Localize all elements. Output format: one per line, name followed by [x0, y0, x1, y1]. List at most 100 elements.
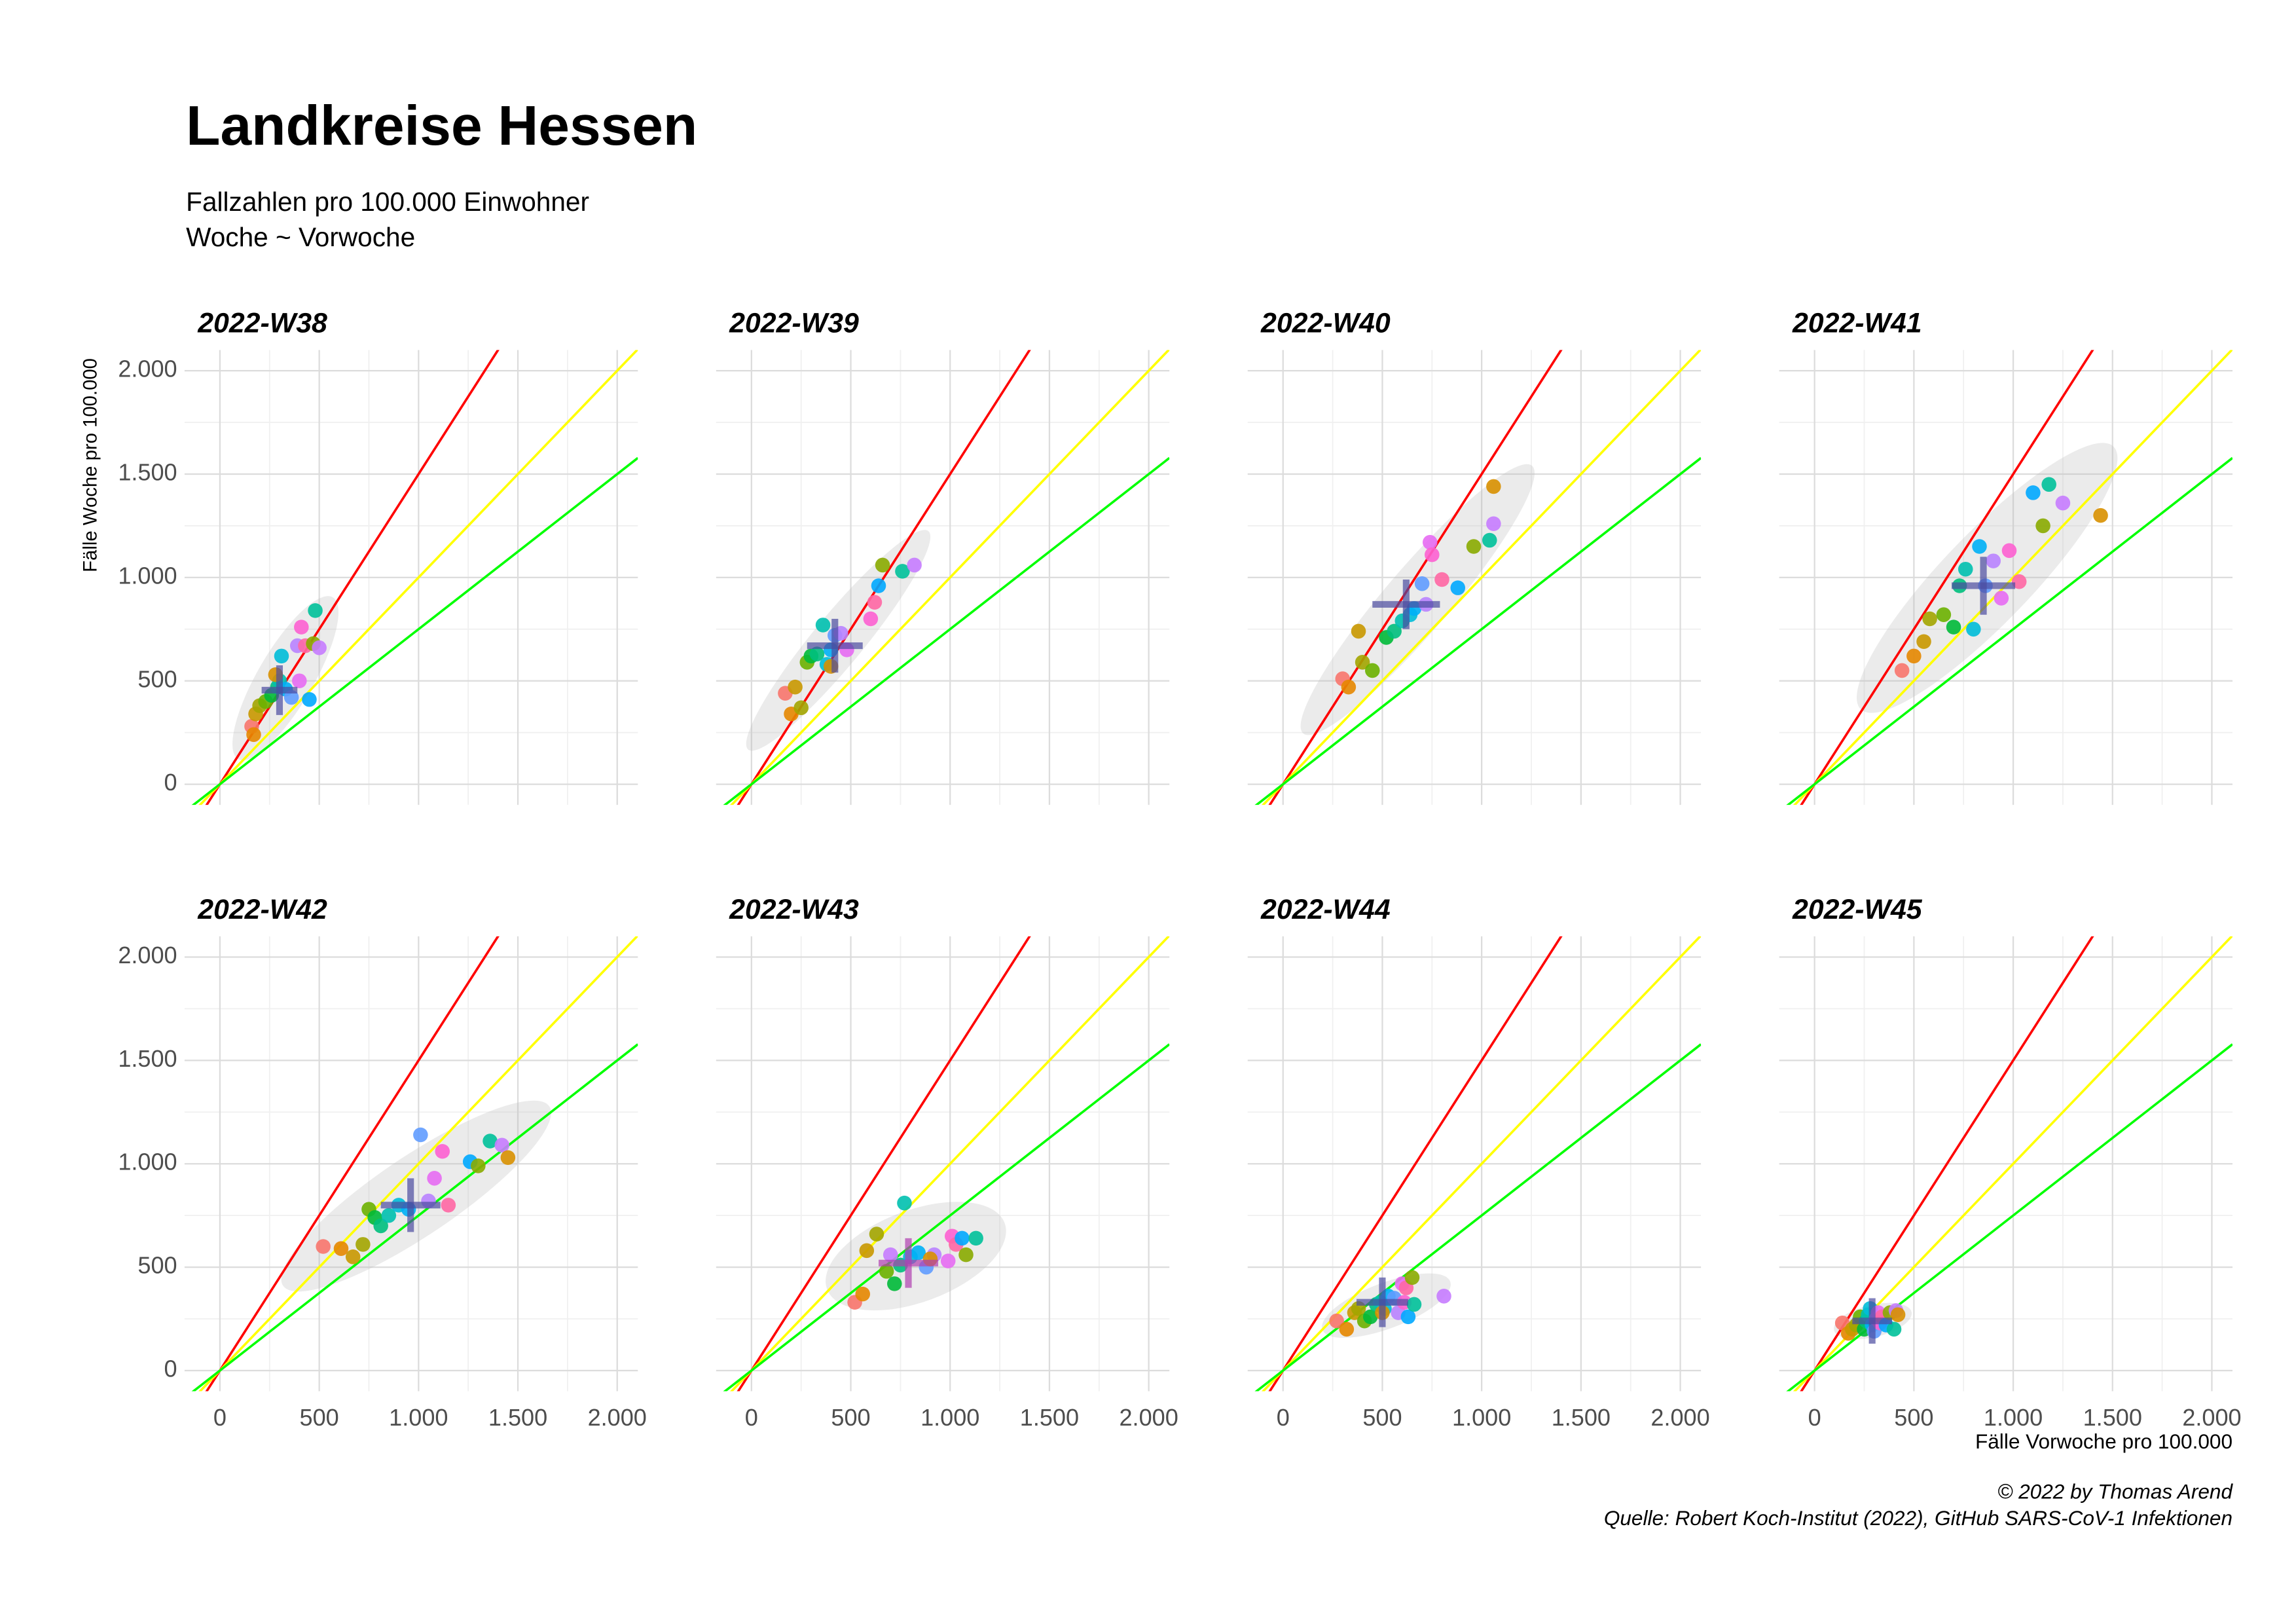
- point: [2055, 495, 2071, 511]
- reference-line: [723, 456, 1170, 805]
- reference-line: [205, 350, 500, 805]
- point: [441, 1198, 456, 1213]
- y-axis-label: Fälle Woche pro 100.000: [80, 358, 101, 572]
- panel-title: 2022-W42: [197, 894, 327, 925]
- y-tick-label: 500: [137, 1252, 177, 1279]
- point: [1434, 572, 1449, 587]
- y-tick-label: 500: [137, 665, 177, 692]
- x-tick-label: 500: [1894, 1404, 1933, 1431]
- point: [1486, 479, 1501, 494]
- point: [1886, 1321, 1902, 1337]
- point: [316, 1239, 331, 1254]
- reference-line: [1268, 936, 1563, 1392]
- point: [1486, 516, 1501, 532]
- panel-title: 2022-W38: [197, 308, 327, 339]
- x-tick-label: 2.000: [588, 1404, 647, 1431]
- plot-area: [1254, 350, 1702, 805]
- point: [1339, 1321, 1355, 1337]
- point: [911, 1245, 926, 1261]
- point: [1341, 679, 1357, 695]
- x-axis-label: Fälle Vorwoche pro 100.000: [1975, 1430, 2232, 1453]
- reference-line: [1261, 936, 1702, 1392]
- x-tick-label: 0: [745, 1404, 758, 1431]
- point: [875, 557, 890, 573]
- point: [815, 618, 831, 633]
- panel-title: 2022-W45: [1792, 894, 1923, 925]
- x-tick-label: 2.000: [1119, 1404, 1178, 1431]
- point: [788, 679, 803, 695]
- panel: 2022-W40: [1247, 308, 1702, 805]
- point: [1406, 1297, 1422, 1312]
- x-tick-label: 0: [1277, 1404, 1290, 1431]
- x-tick-label: 1.000: [920, 1404, 979, 1431]
- y-tick-label: 1.000: [118, 1149, 177, 1175]
- plot-area: [191, 936, 638, 1392]
- reference-line: [191, 456, 638, 805]
- point: [1936, 607, 1952, 622]
- point: [333, 1241, 349, 1256]
- title: Landkreise Hessen: [186, 94, 697, 157]
- point: [2001, 543, 2017, 559]
- point: [294, 619, 309, 635]
- x-tick-label: 1.500: [1552, 1404, 1611, 1431]
- reference-line: [1254, 1043, 1702, 1392]
- point: [435, 1143, 450, 1159]
- x-tick-label: 2.000: [2182, 1404, 2241, 1431]
- point: [1972, 539, 1987, 554]
- point: [413, 1127, 428, 1143]
- point: [907, 557, 922, 573]
- plot-area: [723, 350, 1170, 805]
- y-tick-label: 0: [164, 769, 177, 796]
- reference-line: [737, 350, 1031, 805]
- point: [2011, 574, 2027, 589]
- reference-line: [205, 936, 500, 1392]
- reference-line: [1800, 936, 2094, 1392]
- point: [1890, 1307, 1906, 1322]
- reference-line: [1786, 1043, 2233, 1392]
- point: [1994, 591, 2009, 606]
- confidence-ellipse: [281, 1100, 551, 1292]
- reference-line: [1786, 456, 2233, 805]
- x-tick-label: 1.500: [2083, 1404, 2142, 1431]
- point: [1922, 611, 1937, 627]
- reference-line: [729, 350, 1170, 805]
- plot-area: [1254, 936, 1702, 1392]
- x-tick-label: 1.000: [1452, 1404, 1511, 1431]
- panel: 2022-W39: [716, 308, 1170, 805]
- point: [1958, 561, 1973, 577]
- point: [895, 564, 910, 579]
- subtitle: Fallzahlen pro 100.000 Einwohner: [186, 187, 589, 217]
- panel: 2022-W38 0 500 1.000 1.500 2.000: [118, 308, 638, 805]
- confidence-ellipse: [1300, 464, 1535, 735]
- point: [968, 1230, 983, 1246]
- point: [1425, 547, 1440, 563]
- panel: 2022-W43 0 500 1.000 1.500 2.000: [716, 894, 1178, 1431]
- reference-line: [737, 936, 1031, 1392]
- point: [483, 1134, 498, 1149]
- y-tick-label: 2.000: [118, 942, 177, 969]
- point: [2035, 518, 2050, 534]
- point: [471, 1158, 486, 1173]
- point: [308, 603, 323, 618]
- point: [855, 1286, 871, 1302]
- point: [1400, 1309, 1416, 1325]
- panel: 2022-W42 0 500 1.000 1.500 2.000 0 500 1.000 1.50…: [118, 894, 647, 1431]
- x-tick-label: 500: [1362, 1404, 1402, 1431]
- panel-title: 2022-W44: [1260, 894, 1391, 925]
- point: [274, 648, 289, 664]
- point: [2026, 485, 2041, 500]
- reference-line: [723, 1043, 1170, 1392]
- x-tick-label: 1.500: [488, 1404, 547, 1431]
- point: [373, 1218, 388, 1234]
- reference-line: [198, 350, 638, 805]
- reference-line: [1800, 350, 2094, 805]
- point: [1404, 1270, 1420, 1285]
- x-tick-label: 1.000: [389, 1404, 448, 1431]
- panel: 2022-W44 0 500 1.000 1.500 2.000: [1247, 894, 1710, 1431]
- point: [859, 1243, 875, 1259]
- point: [940, 1253, 956, 1268]
- plot-area: [1786, 350, 2233, 805]
- point: [1916, 634, 1931, 650]
- point: [958, 1247, 974, 1263]
